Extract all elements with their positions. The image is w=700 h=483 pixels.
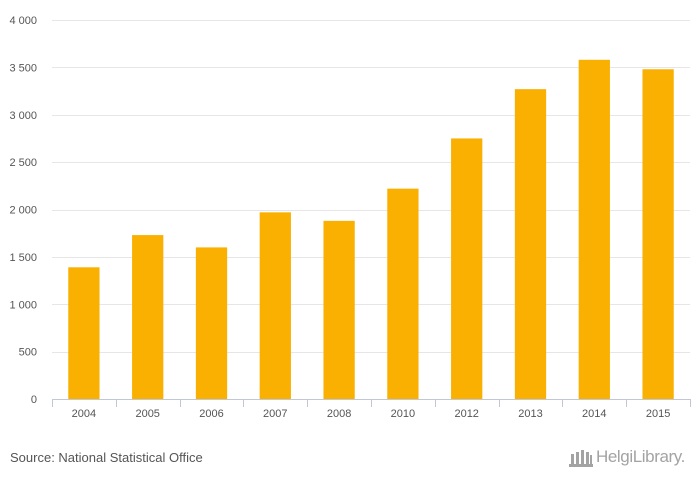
y-axis-labels: 0 500 1 000 1 500 2 000 2 500 3 000 3 500 4 000 [9, 15, 37, 406]
bars [68, 59, 674, 400]
x-tick-label: 2004 [72, 408, 96, 420]
bar-2007 [259, 212, 291, 399]
logo-text: HelgiLibrary. [596, 447, 685, 466]
bar-2006 [195, 247, 228, 399]
bar-2012 [451, 138, 483, 399]
y-tick-label: 500 [19, 347, 37, 359]
bar-2015 [642, 69, 674, 400]
bar-2008 [323, 220, 355, 399]
bar-2014 [578, 59, 610, 400]
x-tick-label: 2010 [391, 408, 415, 420]
y-tick-label: 1 000 [9, 299, 37, 311]
x-tick-label: 2007 [263, 408, 287, 420]
bar-2010 [387, 188, 419, 399]
bar-2004 [68, 267, 100, 399]
x-tick-label: 2013 [518, 408, 542, 420]
y-tick-label: 3 500 [9, 62, 37, 74]
library-building-icon [568, 446, 594, 468]
y-tick-label: 2 000 [9, 205, 37, 217]
x-axis-labels: 2004 2005 2006 2007 2008 2010 2012 2013 2014 2015 [72, 408, 671, 420]
bar-2013 [514, 89, 547, 399]
y-tick-label: 0 [31, 394, 37, 406]
x-tick-label: 2006 [199, 408, 223, 420]
bar-2005 [132, 235, 164, 399]
y-tick-label: 1 500 [9, 252, 37, 264]
y-tick-label: 4 000 [9, 15, 37, 27]
x-tick-label: 2015 [646, 408, 670, 420]
y-tick-label: 3 000 [9, 110, 37, 122]
x-tick-label: 2012 [454, 408, 478, 420]
x-tick-label: 2005 [135, 408, 159, 420]
x-tick-label: 2008 [327, 408, 351, 420]
helgi-library-logo: HelgiLibrary. [568, 446, 685, 468]
x-axis [52, 399, 691, 407]
y-tick-label: 2 500 [9, 157, 37, 169]
source-note: Source: National Statistical Office [10, 450, 203, 465]
x-tick-label: 2014 [582, 408, 606, 420]
